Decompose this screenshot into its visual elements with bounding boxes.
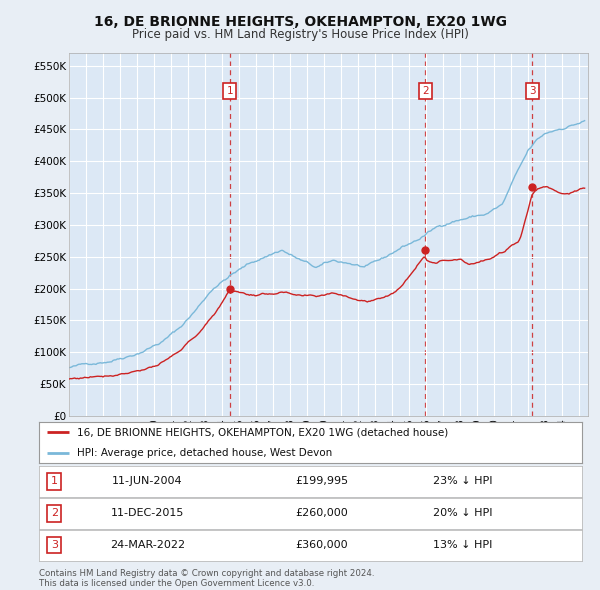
Text: 2: 2 xyxy=(50,509,58,518)
Text: 16, DE BRIONNE HEIGHTS, OKEHAMPTON, EX20 1WG: 16, DE BRIONNE HEIGHTS, OKEHAMPTON, EX20… xyxy=(94,15,506,29)
Text: HPI: Average price, detached house, West Devon: HPI: Average price, detached house, West… xyxy=(77,448,332,458)
Text: 3: 3 xyxy=(529,86,536,96)
Text: £360,000: £360,000 xyxy=(295,540,347,550)
Text: This data is licensed under the Open Government Licence v3.0.: This data is licensed under the Open Gov… xyxy=(39,579,314,588)
Text: 11-JUN-2004: 11-JUN-2004 xyxy=(112,477,183,486)
Text: Contains HM Land Registry data © Crown copyright and database right 2024.: Contains HM Land Registry data © Crown c… xyxy=(39,569,374,578)
Text: £199,995: £199,995 xyxy=(295,477,348,486)
Text: Price paid vs. HM Land Registry's House Price Index (HPI): Price paid vs. HM Land Registry's House … xyxy=(131,28,469,41)
Text: 23% ↓ HPI: 23% ↓ HPI xyxy=(433,477,492,486)
Text: 24-MAR-2022: 24-MAR-2022 xyxy=(110,540,185,550)
Text: 3: 3 xyxy=(51,540,58,550)
Text: 2: 2 xyxy=(422,86,428,96)
Text: £260,000: £260,000 xyxy=(295,509,348,518)
Text: 13% ↓ HPI: 13% ↓ HPI xyxy=(433,540,492,550)
Text: 20% ↓ HPI: 20% ↓ HPI xyxy=(433,509,492,518)
Text: 1: 1 xyxy=(51,477,58,486)
Text: 16, DE BRIONNE HEIGHTS, OKEHAMPTON, EX20 1WG (detached house): 16, DE BRIONNE HEIGHTS, OKEHAMPTON, EX20… xyxy=(77,427,448,437)
Text: 11-DEC-2015: 11-DEC-2015 xyxy=(111,509,184,518)
Text: 1: 1 xyxy=(226,86,233,96)
